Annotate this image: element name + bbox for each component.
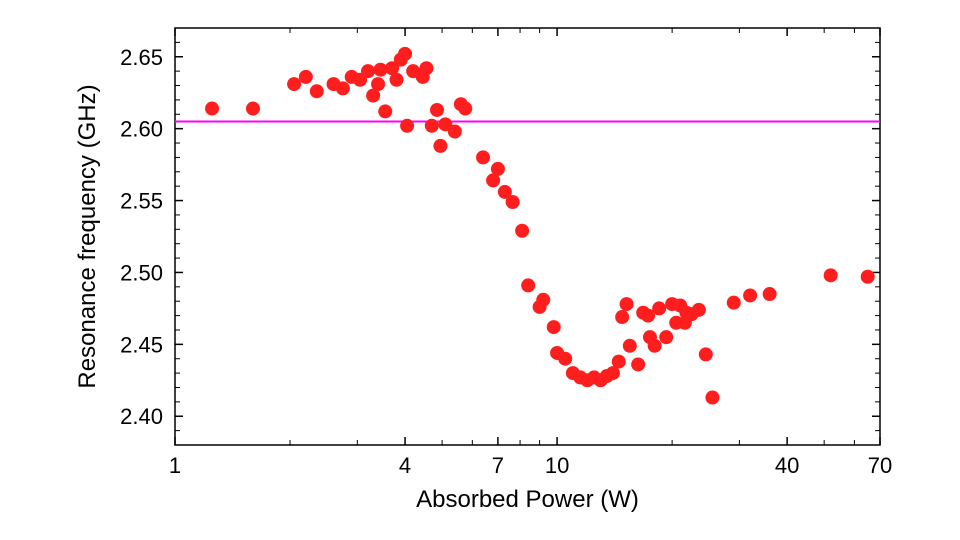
svg-text:1: 1	[169, 453, 181, 478]
svg-text:2.50: 2.50	[120, 260, 163, 285]
svg-text:40: 40	[775, 453, 799, 478]
svg-text:Absorbed Power (W): Absorbed Power (W)	[416, 486, 639, 513]
svg-text:Resonance frequency (GHz): Resonance frequency (GHz)	[74, 84, 101, 388]
svg-text:2.40: 2.40	[120, 404, 163, 429]
svg-text:7: 7	[492, 453, 504, 478]
chart-container: 1 4 7 10 40 70 2.40 2.45 2.50 2.55 2.60 2.65 Absorbe…	[0, 0, 960, 540]
svg-text:10: 10	[545, 453, 569, 478]
svg-text:2.55: 2.55	[120, 189, 163, 214]
svg-text:2.45: 2.45	[120, 332, 163, 357]
svg-text:2.60: 2.60	[120, 117, 163, 142]
svg-text:70: 70	[868, 453, 892, 478]
svg-text:2.65: 2.65	[120, 45, 163, 70]
scatter-chart: 1 4 7 10 40 70 2.40 2.45 2.50 2.55 2.60 2.65 Absorbe…	[0, 0, 960, 540]
svg-text:4: 4	[399, 453, 411, 478]
